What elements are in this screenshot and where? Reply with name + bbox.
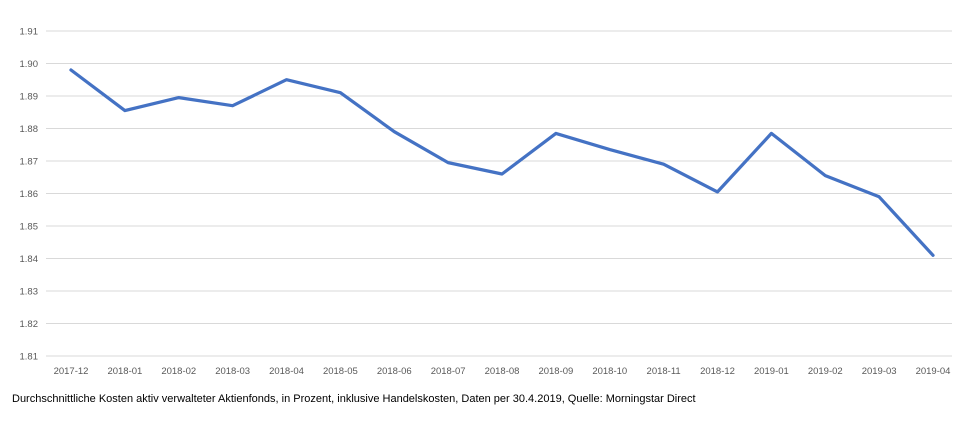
chart-caption: Durchschnittliche Kosten aktiv verwaltet… [12, 393, 696, 405]
x-tick-label: 2018-11 [647, 366, 681, 377]
y-tick-label: 1.90 [20, 59, 39, 70]
gridlines-group [46, 30, 952, 357]
y-tick-label: 1.84 [20, 254, 39, 265]
y-tick-label: 1.82 [20, 319, 39, 330]
x-tick-label: 2018-06 [377, 366, 412, 377]
x-tick-label: 2018-01 [107, 366, 142, 377]
y-tick-label: 1.81 [20, 352, 39, 363]
x-tick-label: 2018-07 [431, 366, 466, 377]
y-tick-label: 1.86 [20, 189, 39, 200]
x-tick-label: 2018-04 [269, 366, 304, 377]
x-tick-label: 2018-08 [485, 366, 520, 377]
data-line-series [69, 68, 935, 257]
y-tick-label: 1.83 [20, 287, 39, 298]
x-tick-label: 2018-12 [700, 366, 735, 377]
x-tick-label: 2019-01 [754, 366, 789, 377]
y-tick-label: 1.85 [20, 222, 39, 233]
line-chart: 1.91 1.90 1.89 1.88 1.87 1.86 1.85 1.84 1.83 1.82… [20, 27, 952, 377]
x-tick-label: 2018-09 [538, 366, 573, 377]
x-tick-label: 2018-03 [215, 366, 250, 377]
x-axis-labels-group: 2017-12 2018-01 2018-02 2018-03 2018-04 2018-… [54, 366, 951, 377]
y-tick-label: 1.88 [20, 124, 39, 135]
x-tick-label: 2018-10 [592, 366, 627, 377]
y-tick-label: 1.91 [20, 27, 39, 38]
x-tick-label: 2019-03 [862, 366, 897, 377]
y-tick-label: 1.87 [20, 157, 39, 168]
y-tick-label: 1.89 [20, 92, 39, 103]
x-tick-label: 2019-04 [916, 366, 951, 377]
x-tick-label: 2018-05 [323, 366, 358, 377]
y-axis-labels-group: 1.91 1.90 1.89 1.88 1.87 1.86 1.85 1.84 1.83 1.82… [20, 27, 39, 363]
x-tick-label: 2017-12 [54, 366, 89, 377]
x-tick-label: 2018-02 [161, 366, 196, 377]
x-tick-label: 2019-02 [808, 366, 843, 377]
